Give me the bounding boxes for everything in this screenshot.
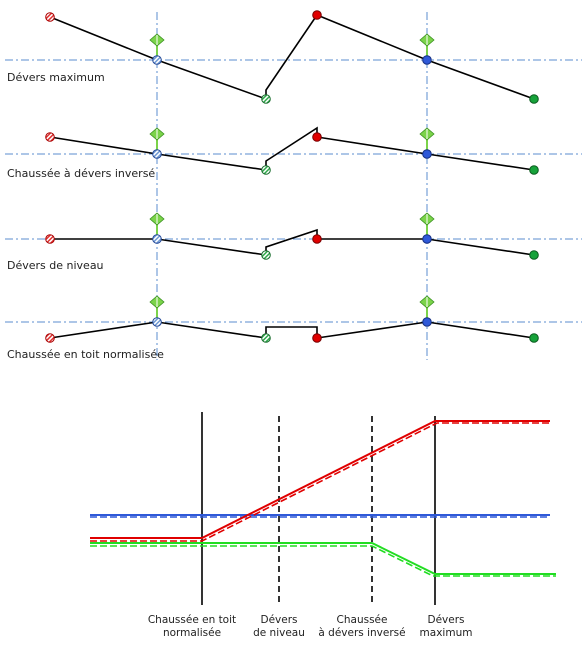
road-cross-section <box>49 126 535 171</box>
right-edge-point <box>529 94 539 104</box>
pivot-marker-right <box>419 212 435 239</box>
road-cross-section <box>49 14 535 101</box>
inner-edge-point <box>261 165 271 175</box>
inner-edge-point <box>261 250 271 260</box>
profile-label: Chaussée en toit normalisée <box>7 348 164 361</box>
right-pivot-point <box>422 234 432 244</box>
inner-edge-point <box>261 333 271 343</box>
profile-label: Dévers de niveau <box>7 259 104 272</box>
red-series-solid <box>90 420 550 539</box>
crown-point <box>312 10 322 20</box>
right-pivot-point <box>422 149 432 159</box>
station-caption-2-line1: Dévers <box>260 614 297 626</box>
right-pivot-point <box>422 55 432 65</box>
road-cross-section <box>49 321 535 339</box>
left-edge-point <box>45 12 55 22</box>
station-caption-3-line2: à dévers inversé <box>318 627 405 639</box>
axis-guides <box>156 12 428 360</box>
left-edge-point <box>45 234 55 244</box>
hinge-point <box>152 317 162 327</box>
station-caption-1-line2: normalisée <box>163 627 221 639</box>
station-caption-4-line2: maximum <box>420 627 473 639</box>
inner-edge-point <box>261 94 271 104</box>
station-caption-4-line1: Dévers <box>427 614 464 626</box>
left-edge-point <box>45 132 55 142</box>
pivot-marker-right <box>419 33 435 60</box>
station-caption-2-line2: de niveau <box>253 627 305 639</box>
profile-devers-maximum: Dévers maximum <box>5 10 582 104</box>
crown-point <box>312 333 322 343</box>
right-edge-point <box>529 165 539 175</box>
station-caption-1-line1: Chaussée en toit <box>148 614 236 626</box>
left-edge-point <box>45 333 55 343</box>
right-pivot-point <box>422 317 432 327</box>
station-caption-3-line1: Chaussée <box>337 614 388 626</box>
green-series-dashed <box>90 545 556 577</box>
crown-point <box>312 234 322 244</box>
road-cross-section <box>50 228 535 256</box>
profile-devers-de-niveau: Dévers de niveau <box>5 212 582 272</box>
transition-diagram: Chaussée en toit normalisée Dévers de ni… <box>90 412 556 639</box>
red-series-dashed <box>90 422 550 542</box>
green-series-solid <box>90 542 556 575</box>
right-edge-point <box>529 250 539 260</box>
profile-label: Dévers maximum <box>7 71 105 84</box>
hinge-point <box>152 55 162 65</box>
right-edge-point <box>529 333 539 343</box>
profile-chaussee-en-toit: Chaussée en toit normalisée <box>5 295 582 361</box>
profile-devers-inverse: Chaussée à dévers inversé <box>5 126 582 180</box>
profile-label: Chaussée à dévers inversé <box>7 167 155 180</box>
hinge-point <box>152 149 162 159</box>
crown-point <box>312 132 322 142</box>
hinge-point <box>152 234 162 244</box>
